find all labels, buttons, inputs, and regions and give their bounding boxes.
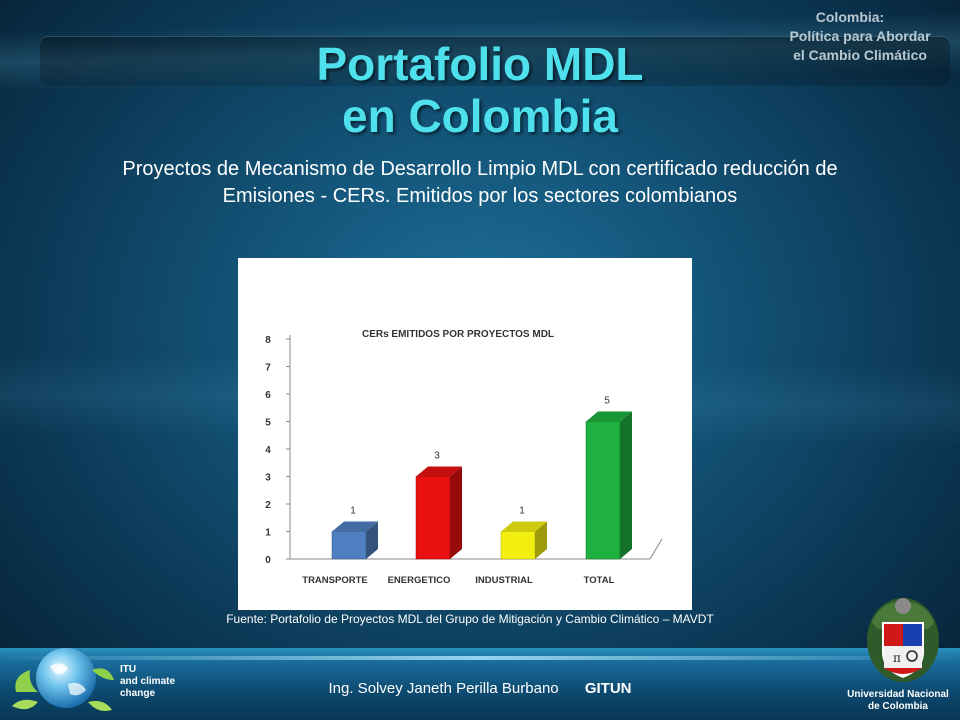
bar-side xyxy=(366,521,378,559)
bar xyxy=(585,421,621,560)
y-tick-label: 7 xyxy=(265,363,271,374)
bar-chart: CERs EMITIDOS POR PROYECTOS MDL 0 1 2 3 4 5 6 7 8… xyxy=(265,329,663,586)
y-tick-label: 2 xyxy=(265,500,271,511)
slide-subtitle: Proyectos de Mecanismo de Desarrollo Lim… xyxy=(40,156,920,210)
slide-subtitle-line: Emisiones - CERs. Emitidos por los secto… xyxy=(222,185,738,207)
bar xyxy=(500,531,536,560)
itu-caption-line: and climate xyxy=(120,676,176,687)
university-shield-icon: π xyxy=(867,598,939,682)
chart-panel: CERs EMITIDOS POR PROYECTOS MDL 0 1 2 3 4 5 6 7 8… xyxy=(238,258,692,610)
course-label-line: Colombia: xyxy=(815,9,885,25)
itu-caption: ITU and climate change xyxy=(120,664,175,700)
author-line: Ing. Solvey Janeth Perilla Burbano GITUN xyxy=(300,680,660,697)
slide-title-line: en Colombia xyxy=(341,90,619,142)
x-axis-depth-line xyxy=(649,538,663,560)
bar-top xyxy=(332,521,378,532)
university-name-line: Universidad Nacional xyxy=(847,689,949,700)
slide-title-line: Portafolio MDL xyxy=(316,38,644,90)
svg-text:π: π xyxy=(893,651,901,665)
bar-side xyxy=(535,521,547,559)
y-tick-label: 0 xyxy=(265,555,271,566)
x-tick-label: TOTAL xyxy=(584,575,615,586)
bar xyxy=(415,476,451,560)
footer-stripe xyxy=(0,656,960,660)
slide-title: Portafolio MDL en Colombia xyxy=(200,38,760,142)
title-bar xyxy=(40,36,950,86)
slide-subtitle-line: Proyectos de Mecanismo de Desarrollo Lim… xyxy=(122,158,838,180)
globe-logo-icon xyxy=(12,648,114,711)
bar-side xyxy=(620,411,632,559)
x-tick-label: TRANSPORTE xyxy=(302,575,367,586)
bar-data-label: 3 xyxy=(434,451,440,462)
course-label: Colombia: Política para Abordar el Cambi… xyxy=(760,8,960,65)
chart-title: CERs EMITIDOS POR PROYECTOS MDL xyxy=(362,329,554,340)
y-tick-label: 1 xyxy=(265,528,271,539)
x-tick-label: INDUSTRIAL xyxy=(475,575,533,586)
bar-data-label: 1 xyxy=(350,506,356,517)
bar-data-label: 5 xyxy=(604,396,610,407)
footer-bar xyxy=(0,648,960,720)
bar-top xyxy=(416,466,462,477)
bar-data-label: 1 xyxy=(519,506,525,517)
itu-caption-line: ITU xyxy=(120,664,137,675)
author-name: Ing. Solvey Janeth Perilla Burbano xyxy=(328,680,559,697)
group-name: GITUN xyxy=(584,680,632,697)
university-name-line: de Colombia xyxy=(867,701,928,712)
y-tick-label: 6 xyxy=(265,390,271,401)
bar-top xyxy=(586,411,632,422)
bar-top xyxy=(501,521,547,532)
course-label-line: Política para Abordar xyxy=(789,28,931,44)
course-label-line: el Cambio Climático xyxy=(793,47,927,63)
bar-side xyxy=(450,466,462,559)
y-tick-label: 5 xyxy=(265,418,271,429)
itu-caption-line: change xyxy=(120,688,156,699)
y-tick-label: 4 xyxy=(265,445,271,456)
university-name: Universidad Nacional de Colombia xyxy=(836,689,960,713)
y-tick-label: 3 xyxy=(265,473,271,484)
source-note: Fuente: Portafolio de Proyectos MDL del … xyxy=(226,612,714,626)
x-tick-label: ENERGETICO xyxy=(388,575,451,586)
y-tick-label: 8 xyxy=(265,335,271,346)
bar xyxy=(331,531,367,560)
